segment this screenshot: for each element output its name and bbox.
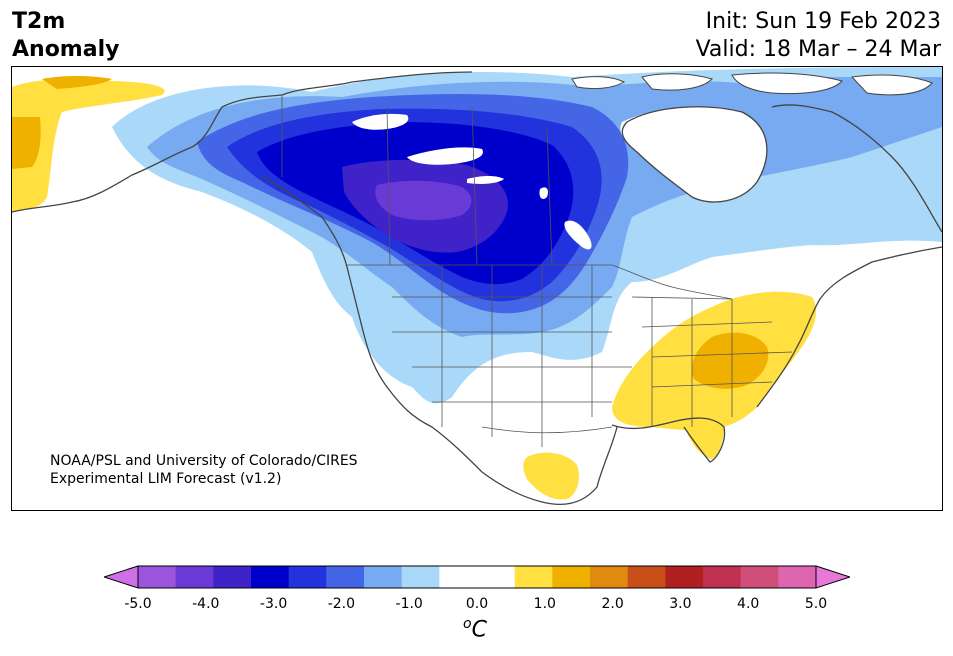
title-line-variable: T2m bbox=[12, 9, 66, 34]
hudson-bay bbox=[620, 106, 767, 202]
anomaly-contour-cool-7 bbox=[375, 180, 472, 221]
colorbar-tick-label: -2.0 bbox=[327, 596, 356, 612]
anomaly-contour-warm-4 bbox=[523, 452, 579, 500]
colorbar-tick-label: 5.0 bbox=[804, 596, 828, 612]
colorbar-tick-label: -1.0 bbox=[395, 596, 423, 612]
colorbar-cell bbox=[477, 566, 516, 588]
colorbar-cell bbox=[627, 566, 666, 588]
colorbar-cell bbox=[138, 566, 177, 588]
lake-great-slave bbox=[407, 147, 483, 165]
anomaly-contour-warm-3 bbox=[685, 410, 724, 459]
colorbar-cell bbox=[175, 566, 214, 588]
anomaly-contour-warm-6 bbox=[12, 117, 41, 169]
map-title: T2m Anomaly bbox=[12, 8, 119, 64]
colorbar-tick-label: 2.0 bbox=[601, 596, 624, 612]
colorbar-cell bbox=[213, 566, 252, 588]
credit-line-1: NOAA/PSL and University of Colorado/CIRE… bbox=[50, 453, 358, 469]
colorbar-extend-low bbox=[104, 565, 139, 589]
colorbar-tick-label: 0.0 bbox=[465, 596, 489, 612]
colorbar-cell bbox=[326, 566, 365, 588]
lake-athabasca bbox=[467, 176, 504, 184]
colorbar-extend-high bbox=[815, 565, 850, 589]
anomaly-contour-warm-2 bbox=[691, 332, 769, 389]
colorbar-cell bbox=[514, 566, 553, 588]
colorbar-tick-label: 4.0 bbox=[737, 596, 760, 612]
lake-winnipeg bbox=[564, 220, 592, 250]
anomaly-contour-warm-7 bbox=[42, 76, 112, 89]
title-line-type: Anomaly bbox=[12, 37, 120, 62]
colorbar-cell bbox=[288, 566, 327, 588]
colorbar-cell bbox=[590, 566, 629, 588]
colorbar-tick-label: -5.0 bbox=[124, 596, 152, 612]
credit-line-2: Experimental LIM Forecast (v1.2) bbox=[50, 471, 281, 487]
anomaly-contour-warm-5 bbox=[12, 79, 165, 212]
colorbar-cells bbox=[104, 565, 850, 589]
init-date: Init: Sun 19 Feb 2023 bbox=[705, 9, 941, 34]
political-borders bbox=[281, 95, 793, 447]
colorbar-cell bbox=[665, 566, 704, 588]
colorbar-cell bbox=[364, 566, 403, 588]
units-label: oC bbox=[463, 616, 487, 642]
colorbar-cell bbox=[703, 566, 742, 588]
units-superscript: o bbox=[463, 616, 472, 632]
valid-range: Valid: 18 Mar – 24 Mar bbox=[695, 37, 941, 62]
colorbar-cell bbox=[740, 566, 779, 588]
map-canvas: NOAA/PSL and University of Colorado/CIRE… bbox=[12, 67, 942, 510]
colorbar-outline bbox=[137, 565, 817, 589]
colorbar-tick-label: -3.0 bbox=[259, 596, 288, 612]
lake-reindeer bbox=[539, 187, 549, 200]
colorbar-cell bbox=[439, 566, 478, 588]
colorbar-cell bbox=[251, 566, 290, 588]
colorbar-cell bbox=[401, 566, 440, 588]
colorbar-cell bbox=[552, 566, 591, 588]
colorbar-cell bbox=[778, 566, 817, 588]
colorbar bbox=[104, 565, 850, 589]
colorbar-tick-label: 3.0 bbox=[669, 596, 692, 612]
colorbar-tick-label: -4.0 bbox=[192, 596, 220, 612]
coastlines bbox=[12, 71, 942, 505]
colorbar-tick-labels: -5.0 -4.0 -3.0 -2.0 -1.0 0.0 1.0 2.0 3.0 4.0 5.0 bbox=[0, 596, 953, 616]
colorbar-tick-label: 1.0 bbox=[533, 596, 556, 612]
anomaly-map: NOAA/PSL and University of Colorado/CIRE… bbox=[11, 66, 943, 511]
lake-great-bear bbox=[352, 113, 409, 130]
units-base: C bbox=[471, 617, 487, 643]
arctic-islands bbox=[571, 72, 933, 96]
forecast-dates: Init: Sun 19 Feb 2023 Valid: 18 Mar – 24… bbox=[696, 8, 941, 64]
